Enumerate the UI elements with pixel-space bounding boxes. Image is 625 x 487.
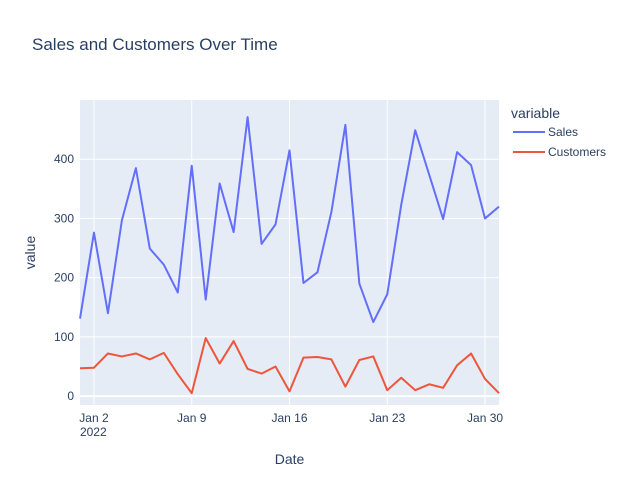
x-tick-year-label: 2022 bbox=[80, 425, 107, 439]
legend-item-sales[interactable]: Sales bbox=[513, 125, 578, 139]
y-tick-label: 200 bbox=[54, 271, 74, 285]
x-tick-label: Jan 30 bbox=[467, 411, 503, 425]
x-tick-label: Jan 23 bbox=[369, 411, 405, 425]
legend-label: Sales bbox=[548, 125, 578, 139]
y-tick-label: 400 bbox=[54, 152, 74, 166]
x-tick-label: Jan 9 bbox=[177, 411, 207, 425]
legend-title: variable bbox=[511, 105, 560, 121]
y-axis-title: value bbox=[22, 236, 38, 270]
series-layer bbox=[79, 116, 500, 395]
x-axis-title: Date bbox=[275, 451, 305, 467]
x-tick-label: Jan 16 bbox=[271, 411, 307, 425]
legend-item-customers[interactable]: Customers bbox=[513, 145, 606, 159]
series-line-customers bbox=[79, 337, 500, 395]
y-tick-label: 100 bbox=[54, 330, 74, 344]
chart-title: Sales and Customers Over Time bbox=[32, 35, 278, 54]
y-tick-label: 300 bbox=[54, 211, 74, 225]
x-tick-label: Jan 2 bbox=[79, 411, 109, 425]
y-tick-label: 0 bbox=[67, 389, 74, 403]
series-line-sales bbox=[79, 116, 500, 324]
legend-label: Customers bbox=[548, 145, 606, 159]
legend: variable Sales Customers bbox=[511, 105, 606, 159]
